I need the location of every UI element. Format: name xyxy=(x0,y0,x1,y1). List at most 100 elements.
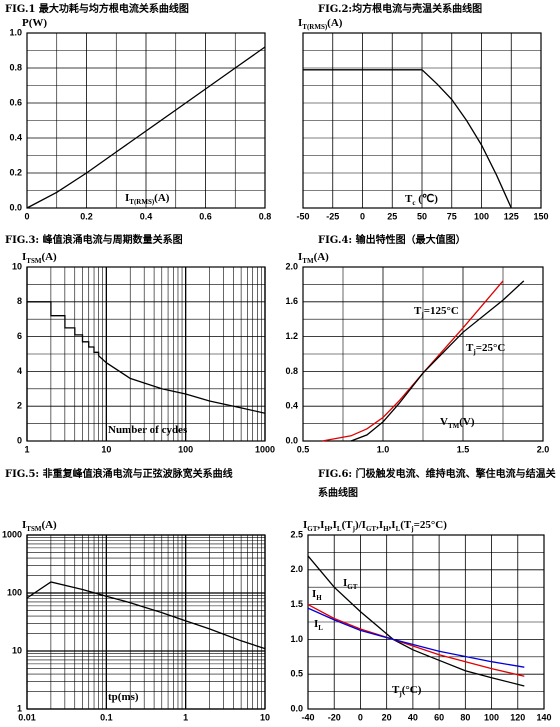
chart-title: FIG.3: 峰值浪涌电流与周期数量关系图 xyxy=(5,235,183,246)
series-label-part: I xyxy=(314,618,318,630)
y-axis-label-part: (A) xyxy=(41,251,57,263)
y-axis-label: ITSM(A) xyxy=(22,251,57,265)
x-tick-label: 0.2 xyxy=(80,211,93,221)
x-tick-label: 1 xyxy=(183,712,188,722)
series-label-part: H xyxy=(316,594,322,602)
chart-title: FIG.6: 门极触发电流、维持电流、擎住电流与结温关系曲线图 xyxy=(318,469,556,499)
y-axis-label: IT(RMS)(A) xyxy=(298,17,343,31)
x-axis-label: tp(ms) xyxy=(108,691,139,703)
x-tick-label: 10 xyxy=(260,712,270,722)
x-axis-label-part: (V) xyxy=(459,416,475,428)
data-line xyxy=(26,46,266,209)
y-axis-label-part: H xyxy=(324,525,330,533)
chart-title: FIG.1 最大功耗与均方根电流关系曲线图 xyxy=(5,4,189,15)
y-axis-label-part: I xyxy=(298,251,302,263)
series-label-part: L xyxy=(318,624,323,632)
y-tick-label: 0.0 xyxy=(285,435,298,445)
plot-frame xyxy=(26,32,266,209)
y-axis-label-part: (A) xyxy=(327,17,343,29)
y-tick-label: 0.6 xyxy=(9,97,22,107)
y-tick-label: 4 xyxy=(17,366,22,376)
x-axis-label-part: T xyxy=(405,193,413,205)
y-tick-label: 1.6 xyxy=(285,296,298,306)
y-axis-label-part: L xyxy=(396,525,401,533)
x-axis-label-part: V xyxy=(440,416,448,428)
y-tick-label: 1.0 xyxy=(9,27,22,37)
series-label: IGT xyxy=(343,577,358,591)
x-tick-label: 0 xyxy=(24,211,29,221)
y-tick-label: 1.2 xyxy=(285,331,298,341)
y-tick-label: 8 xyxy=(17,296,22,306)
x-tick-label: 120 xyxy=(510,712,525,722)
y-axis-label-part: I xyxy=(298,17,302,29)
y-axis-label: P(W) xyxy=(22,17,47,29)
data-line xyxy=(303,69,512,209)
y-tick-label: 10 xyxy=(12,261,22,271)
x-tick-label: 25 xyxy=(387,211,397,221)
x-tick-label: 1000 xyxy=(255,444,275,454)
plot-frame xyxy=(26,266,266,442)
data-line xyxy=(307,607,525,668)
x-axis-label: VTM(V) xyxy=(440,416,475,430)
x-tick-label: 0.01 xyxy=(18,712,36,722)
y-axis-label-part: TM xyxy=(302,257,314,265)
y-tick-label: 0.8 xyxy=(285,366,298,376)
x-tick-label: 20 xyxy=(382,712,392,722)
y-tick-label: 2 xyxy=(17,401,22,411)
y-tick-label: 0.2 xyxy=(9,167,22,177)
y-axis-label: IGT,IH,IL(Tj)/IGT,IH,IL(Tj=25°C) xyxy=(303,519,447,533)
y-axis-label-part: T(RMS) xyxy=(302,23,328,31)
y-axis-label: ITM(A) xyxy=(298,251,329,265)
x-tick-label: 0.6 xyxy=(199,211,212,221)
y-axis-label: ITSM(A) xyxy=(22,519,57,533)
x-tick-label: -50 xyxy=(296,211,309,221)
chart-title: FIG.5: 非重复峰值浪涌电流与正弦波脉宽关系曲线 xyxy=(5,469,233,480)
x-tick-label: 40 xyxy=(408,712,418,722)
y-axis-label-part: GT xyxy=(307,525,317,533)
x-axis-label-part: (℃) xyxy=(415,193,438,205)
y-axis-label-part: (T xyxy=(342,519,354,531)
x-axis-label-part: (°C) xyxy=(402,684,422,696)
x-tick-label: 60 xyxy=(434,712,444,722)
x-tick-label: 0.5 xyxy=(297,444,310,454)
series-label-part: GT xyxy=(347,583,357,591)
x-tick-label: 75 xyxy=(447,211,457,221)
series-label-part: I xyxy=(312,588,316,600)
x-tick-label: 1.5 xyxy=(457,444,470,454)
y-axis-label-part: (T xyxy=(400,519,412,531)
x-tick-label: -40 xyxy=(301,712,314,722)
chart-title: FIG.2:均方根电流与壳温关系曲线图 xyxy=(318,4,483,15)
series-label: IL xyxy=(314,618,323,632)
plot-frame xyxy=(302,32,542,209)
x-tick-label: 2.0 xyxy=(537,444,550,454)
series-label-part: =125°C xyxy=(424,305,459,317)
y-axis-label-part: ,I xyxy=(330,519,337,531)
y-axis-label-part: (A) xyxy=(314,251,330,263)
y-axis-label-part: (A) xyxy=(41,519,57,531)
plot-frame xyxy=(302,266,544,442)
plot-frame xyxy=(307,534,545,710)
x-tick-label: 0 xyxy=(358,712,363,722)
x-axis-label-part: T xyxy=(392,684,400,696)
y-axis-label-part: L xyxy=(337,525,342,533)
y-axis-label-part: ,I xyxy=(317,519,324,531)
x-axis-label: Tj(°C) xyxy=(392,684,422,698)
y-axis-label-part: I xyxy=(22,251,26,263)
y-tick-label: 100 xyxy=(7,587,22,597)
series-label-part: T xyxy=(414,305,422,317)
x-axis-label-part: Number of cydes xyxy=(108,424,188,436)
y-tick-label: 0.0 xyxy=(9,202,22,212)
y-axis-label-part: j xyxy=(352,525,355,533)
series-label-part: j xyxy=(472,348,475,356)
y-axis-label-part: GT xyxy=(366,525,376,533)
x-axis-label-part: c xyxy=(412,199,415,207)
x-tick-label: 0 xyxy=(360,211,365,221)
y-tick-label: 0.4 xyxy=(285,401,298,411)
y-tick-label: 0.8 xyxy=(9,62,22,72)
y-tick-label: 1000 xyxy=(2,529,22,539)
y-axis-label-part: I xyxy=(22,519,26,531)
x-tick-label: 125 xyxy=(504,211,519,221)
data-line xyxy=(26,581,266,650)
y-tick-label: 0.0 xyxy=(290,703,303,713)
